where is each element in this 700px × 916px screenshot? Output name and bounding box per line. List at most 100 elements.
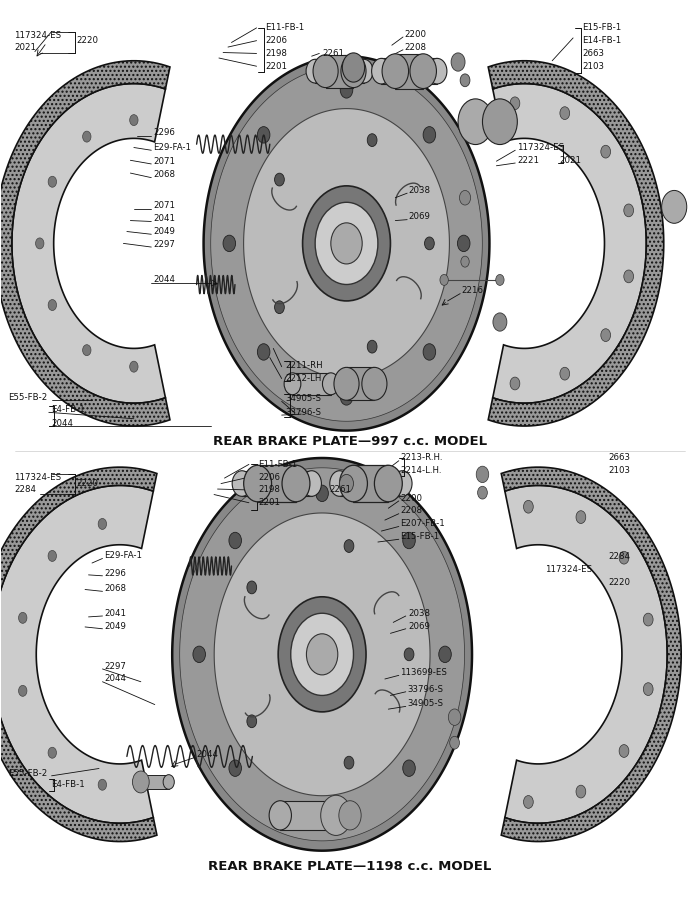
Circle shape: [130, 114, 138, 125]
Text: 2069: 2069: [409, 213, 430, 222]
Polygon shape: [354, 465, 388, 502]
Text: 2200: 2200: [405, 29, 426, 38]
Circle shape: [340, 465, 368, 502]
Circle shape: [130, 361, 138, 372]
Circle shape: [341, 55, 366, 88]
Text: 2068: 2068: [104, 584, 127, 593]
Text: E29-FA-1: E29-FA-1: [104, 551, 143, 561]
Circle shape: [524, 796, 533, 808]
Circle shape: [135, 775, 146, 790]
Circle shape: [330, 471, 349, 496]
Circle shape: [316, 485, 328, 502]
Polygon shape: [12, 83, 165, 403]
Polygon shape: [0, 467, 157, 842]
Circle shape: [374, 465, 402, 502]
Text: 2071: 2071: [153, 202, 176, 211]
Circle shape: [560, 107, 570, 119]
Circle shape: [624, 270, 634, 283]
Polygon shape: [244, 109, 449, 378]
Circle shape: [302, 471, 321, 496]
Polygon shape: [326, 55, 354, 88]
Circle shape: [355, 60, 373, 83]
Text: 113699-ES: 113699-ES: [400, 668, 447, 677]
Text: E29-FA-1: E29-FA-1: [153, 143, 191, 152]
Text: E4-FB-1: E4-FB-1: [52, 780, 85, 789]
Circle shape: [274, 173, 284, 186]
Text: 117324-ES: 117324-ES: [14, 473, 61, 482]
Circle shape: [451, 53, 465, 71]
Polygon shape: [141, 775, 169, 790]
Circle shape: [274, 300, 284, 313]
Circle shape: [643, 682, 653, 695]
Polygon shape: [258, 465, 296, 502]
Circle shape: [393, 471, 412, 496]
Text: 2214-L.H.: 2214-L.H.: [400, 466, 442, 475]
Text: 2038: 2038: [409, 186, 430, 195]
Circle shape: [448, 709, 461, 725]
Polygon shape: [293, 373, 331, 395]
Circle shape: [424, 237, 434, 250]
Circle shape: [269, 801, 291, 830]
Polygon shape: [395, 54, 423, 89]
Text: 2206: 2206: [258, 473, 280, 482]
Circle shape: [510, 377, 520, 390]
Circle shape: [321, 795, 351, 835]
Text: 2208: 2208: [400, 507, 422, 516]
Circle shape: [83, 344, 91, 355]
Text: 117324-ES: 117324-ES: [517, 143, 564, 152]
Text: 2038: 2038: [408, 609, 430, 617]
Circle shape: [132, 771, 149, 793]
Text: 2041: 2041: [104, 609, 127, 617]
Circle shape: [601, 329, 610, 342]
Text: 2201: 2201: [265, 61, 287, 71]
Text: 2103: 2103: [608, 466, 630, 475]
Circle shape: [98, 518, 106, 529]
Polygon shape: [280, 801, 336, 830]
Circle shape: [323, 373, 339, 395]
Text: 33796-S: 33796-S: [408, 684, 444, 693]
Text: 2663: 2663: [608, 453, 630, 463]
Circle shape: [302, 186, 391, 301]
Polygon shape: [214, 513, 430, 796]
Text: 2297: 2297: [104, 661, 127, 671]
Polygon shape: [211, 66, 482, 421]
Text: E15-FB-1: E15-FB-1: [400, 532, 440, 541]
Circle shape: [477, 486, 487, 499]
Text: REAR BRAKE PLATE—997 c.c. MODEL: REAR BRAKE PLATE—997 c.c. MODEL: [213, 435, 487, 448]
Text: 2044: 2044: [197, 750, 218, 759]
Circle shape: [410, 54, 437, 89]
Circle shape: [428, 59, 447, 84]
Circle shape: [344, 540, 354, 552]
Circle shape: [619, 745, 629, 758]
Text: 2044: 2044: [104, 674, 127, 683]
Text: 2212-LH: 2212-LH: [286, 374, 322, 383]
Text: 2049: 2049: [153, 227, 175, 236]
Circle shape: [482, 99, 517, 145]
Circle shape: [83, 131, 91, 142]
Circle shape: [340, 82, 353, 98]
Polygon shape: [204, 56, 489, 431]
Circle shape: [229, 532, 241, 549]
Circle shape: [449, 736, 459, 749]
Circle shape: [229, 760, 241, 777]
Circle shape: [440, 275, 448, 286]
Circle shape: [402, 760, 415, 777]
Circle shape: [193, 646, 206, 662]
Circle shape: [460, 74, 470, 87]
Circle shape: [258, 344, 270, 360]
Text: REAR BRAKE PLATE—1198 c.c. MODEL: REAR BRAKE PLATE—1198 c.c. MODEL: [209, 860, 491, 873]
Circle shape: [247, 581, 257, 594]
Circle shape: [339, 801, 361, 830]
Circle shape: [315, 202, 378, 285]
Text: 2296: 2296: [104, 569, 127, 578]
Circle shape: [342, 53, 365, 82]
Circle shape: [244, 465, 272, 502]
Text: E11-FB-1: E11-FB-1: [265, 24, 304, 32]
Text: 2069: 2069: [408, 622, 430, 630]
Text: 2103: 2103: [582, 61, 604, 71]
Text: 34905-S: 34905-S: [408, 699, 444, 708]
Text: E4-FB-1: E4-FB-1: [52, 405, 85, 414]
Text: 2049: 2049: [104, 622, 127, 630]
Text: E11-FB-1: E11-FB-1: [258, 460, 298, 469]
Text: 2211-RH: 2211-RH: [286, 361, 323, 370]
